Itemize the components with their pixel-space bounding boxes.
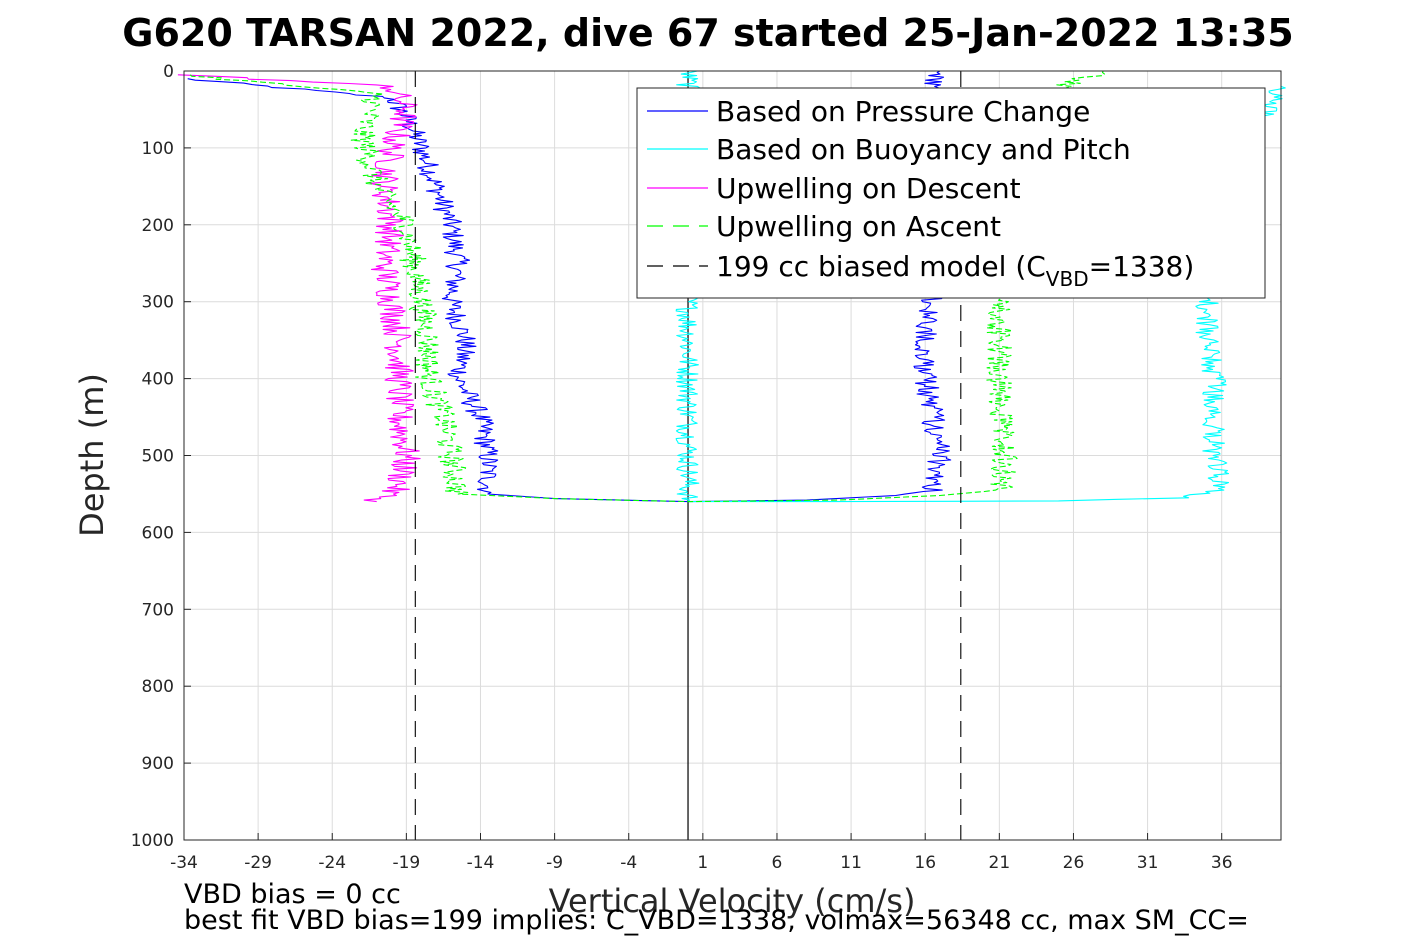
annotation-best-fit: best fit VBD bias=199 implies: C_VBD=133… (184, 905, 1249, 936)
y-tick-label: 600 (142, 523, 174, 543)
x-tick-label: 16 (914, 853, 936, 873)
x-tick-label: 11 (840, 853, 862, 873)
y-tick-label: 400 (142, 370, 174, 390)
legend-label-model-sub: VBD (1046, 267, 1089, 291)
x-tick-label: 1 (697, 853, 708, 873)
legend-label-model: 199 cc biased model (CVBD=1338) (716, 250, 1194, 291)
chart-title: G620 TARSAN 2022, dive 67 started 25-Jan… (122, 11, 1293, 55)
x-tick-label: -14 (467, 853, 495, 873)
x-tick-label: 31 (1137, 853, 1159, 873)
x-tick-label: 26 (1063, 853, 1085, 873)
series-line-2 (177, 74, 421, 503)
x-tick-label: -4 (620, 853, 637, 873)
y-tick-label: 800 (142, 677, 174, 697)
x-tick-label: -34 (170, 853, 198, 873)
legend-label-pressure: Based on Pressure Change (716, 95, 1090, 128)
annotation-vbd-bias: VBD bias = 0 cc (184, 879, 401, 910)
legend-label-buoyancy: Based on Buoyancy and Pitch (716, 133, 1131, 166)
y-tick-label: 500 (142, 447, 174, 467)
legend-label-ascent: Upwelling on Ascent (716, 210, 1001, 243)
x-axis-ticks: -34 -29 -24 -19 -14 -9 -4 1 6 11 16 21 26 31 36 (170, 833, 1233, 873)
x-axis-label: Vertical Velocity (cm/s) (549, 882, 916, 920)
y-tick-label: 900 (142, 754, 174, 774)
legend-label-model-prefix: 199 cc biased model (C (716, 250, 1046, 283)
y-tick-label: 0 (163, 62, 174, 82)
x-tick-label: 6 (772, 853, 783, 873)
x-tick-label: 36 (1211, 853, 1233, 873)
legend: Based on Pressure Change Based on Buoyan… (636, 87, 1266, 299)
y-axis-ticks: 0 100 200 300 400 500 600 700 800 900 1000 (131, 62, 191, 851)
y-axis-label: Depth (m) (73, 373, 111, 537)
legend-label-model-suffix: =1338) (1089, 250, 1195, 283)
x-tick-label: -19 (392, 853, 420, 873)
y-tick-label: 300 (142, 293, 174, 313)
x-tick-label: -9 (546, 853, 563, 873)
y-tick-label: 200 (142, 216, 174, 236)
x-tick-label: 21 (989, 853, 1011, 873)
legend-label-descent: Upwelling on Descent (716, 172, 1021, 205)
x-tick-label: -29 (244, 853, 272, 873)
legend-box (636, 87, 1266, 299)
y-tick-label: 1000 (131, 831, 174, 851)
x-tick-label: -24 (318, 853, 346, 873)
y-tick-label: 700 (142, 600, 174, 620)
y-tick-label: 100 (142, 139, 174, 159)
